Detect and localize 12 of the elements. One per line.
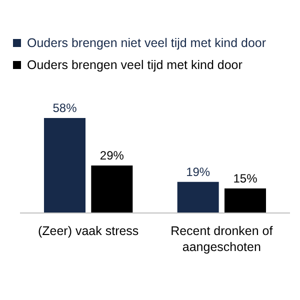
bar bbox=[224, 188, 266, 213]
data-label: 15% bbox=[233, 171, 258, 186]
x-tick-label: (Zeer) vaak stress bbox=[38, 224, 139, 238]
legend-label: Ouders brengen veel tijd met kind door bbox=[27, 58, 242, 72]
legend-label: Ouders brengen niet veel tijd met kind door bbox=[27, 36, 266, 50]
bar bbox=[177, 182, 219, 213]
x-tick-label: Recent dronken of aangeschoten bbox=[170, 224, 274, 254]
data-label: 19% bbox=[186, 164, 210, 179]
bar bbox=[44, 118, 86, 213]
data-label: 58% bbox=[52, 101, 78, 115]
bar bbox=[91, 166, 133, 213]
data-label: 29% bbox=[100, 148, 124, 162]
